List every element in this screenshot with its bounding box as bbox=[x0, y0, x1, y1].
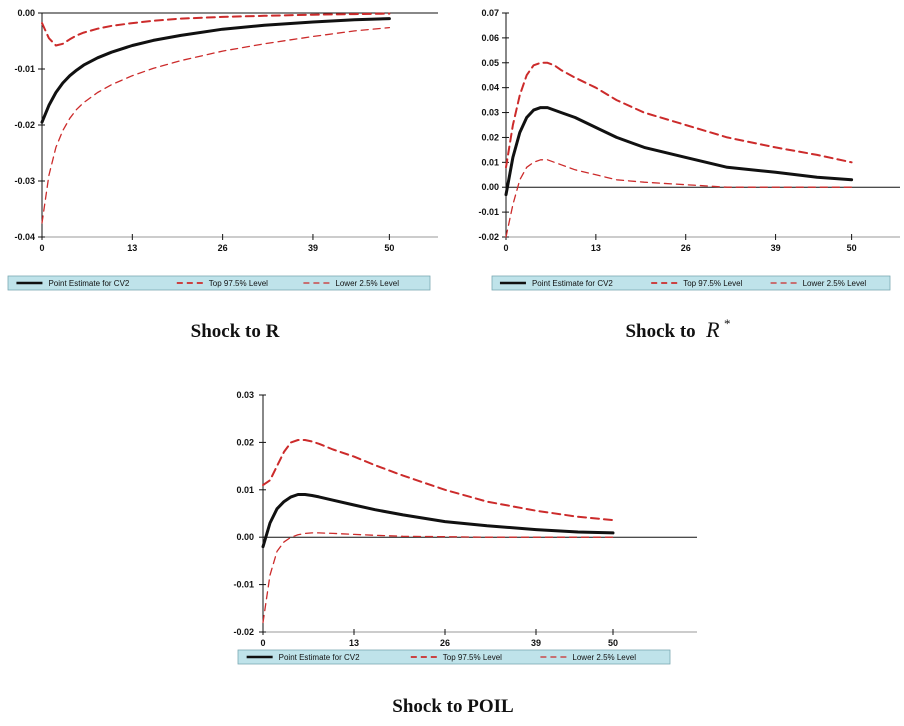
y-tick-label: 0.01 bbox=[236, 485, 254, 495]
series-line-point bbox=[261, 493, 615, 549]
chart-title: Shock to POIL bbox=[392, 696, 513, 717]
legend-label-point: Point Estimate for CV2 bbox=[532, 279, 613, 288]
y-tick-label: -0.01 bbox=[478, 207, 499, 217]
chart-title-symbol: R bbox=[705, 317, 720, 342]
x-tick-label: 50 bbox=[384, 243, 394, 253]
x-tick-label: 0 bbox=[503, 243, 508, 253]
legend-label-top: Top 97.5% Level bbox=[443, 653, 502, 662]
chart-legend: Point Estimate for CV2 Top 97.5% Level L… bbox=[491, 275, 891, 291]
series-line-point bbox=[40, 17, 391, 124]
series-line-top bbox=[41, 12, 391, 47]
y-tick-label: 0.03 bbox=[236, 390, 254, 400]
legend-label-lower: Lower 2.5% Level bbox=[572, 653, 636, 662]
series-line-lower bbox=[505, 159, 853, 238]
legend-box bbox=[237, 649, 671, 665]
x-tick-label: 13 bbox=[349, 638, 359, 648]
chart-title-superscript: * bbox=[724, 316, 731, 331]
y-tick-label: -0.02 bbox=[233, 627, 254, 637]
y-tick-label: 0.02 bbox=[481, 132, 499, 142]
x-tick-label: 39 bbox=[308, 243, 318, 253]
chart-panel-shock-poil: -0.02 -0.01 0.00 0.01 0.02 0.03 0 13 26 39 50 Poin… bbox=[233, 390, 697, 717]
chart-title: Shock to R bbox=[191, 321, 280, 342]
legend-label-lower: Lower 2.5% Level bbox=[803, 279, 867, 288]
legend-label-point: Point Estimate for CV2 bbox=[48, 279, 129, 288]
series-line-point bbox=[504, 106, 854, 197]
x-tick-label: 13 bbox=[591, 243, 601, 253]
y-tick-label: 0.07 bbox=[481, 8, 499, 18]
legend-label-top: Top 97.5% Level bbox=[683, 279, 742, 288]
series-line-lower bbox=[41, 26, 391, 224]
x-tick-label: 13 bbox=[127, 243, 137, 253]
x-tick-label: 26 bbox=[218, 243, 228, 253]
chart-marks: -0.02 -0.01 0.00 0.01 0.02 0.03 0 13 26 39 50 bbox=[233, 390, 697, 648]
y-tick-label: -0.02 bbox=[14, 120, 35, 130]
x-tick-label: 39 bbox=[771, 243, 781, 253]
legend-label-top: Top 97.5% Level bbox=[209, 279, 268, 288]
y-tick-label: -0.02 bbox=[478, 232, 499, 242]
y-tick-label: -0.03 bbox=[14, 176, 35, 186]
series-line-top bbox=[505, 61, 853, 169]
series-line-lower bbox=[262, 532, 614, 624]
y-tick-label: -0.01 bbox=[14, 64, 35, 74]
chart-legend: Point Estimate for CV2 Top 97.5% Level L… bbox=[7, 275, 431, 291]
chart-marks: -0.02 -0.01 0.00 0.01 0.02 0.03 0.04 0.05 0.06 0.… bbox=[478, 8, 900, 253]
chart-panel-shock-r-star: -0.02 -0.01 0.00 0.01 0.02 0.03 0.04 0.05 0.06 0.… bbox=[478, 8, 900, 342]
chart-title: Shock to R * bbox=[625, 316, 730, 342]
y-tick-label: 0.00 bbox=[17, 8, 35, 18]
x-tick-label: 0 bbox=[260, 638, 265, 648]
legend-label-point: Point Estimate for CV2 bbox=[279, 653, 360, 662]
y-tick-label: -0.01 bbox=[233, 580, 254, 590]
y-tick-label: 0.02 bbox=[236, 437, 254, 447]
x-tick-label: 39 bbox=[531, 638, 541, 648]
y-tick-label: 0.04 bbox=[481, 83, 499, 93]
chart-panel-shock-r: -0.04 -0.03 -0.02 -0.01 0.00 0 13 26 39 50 Point … bbox=[7, 8, 438, 342]
legend-label-lower: Lower 2.5% Level bbox=[335, 279, 399, 288]
y-tick-label: -0.04 bbox=[14, 232, 35, 242]
legend-box bbox=[7, 275, 431, 291]
x-tick-label: 0 bbox=[39, 243, 44, 253]
series-line-top bbox=[262, 439, 614, 522]
y-tick-label: 0.00 bbox=[236, 532, 254, 542]
y-tick-label: 0.03 bbox=[481, 108, 499, 118]
y-tick-label: 0.05 bbox=[481, 58, 499, 68]
chart-legend: Point Estimate for CV2 Top 97.5% Level L… bbox=[237, 649, 671, 665]
x-tick-label: 50 bbox=[847, 243, 857, 253]
y-tick-label: 0.06 bbox=[481, 33, 499, 43]
legend-box bbox=[491, 275, 891, 291]
x-tick-label: 26 bbox=[440, 638, 450, 648]
x-tick-label: 50 bbox=[608, 638, 618, 648]
y-tick-label: 0.01 bbox=[481, 157, 499, 167]
chart-marks: -0.04 -0.03 -0.02 -0.01 0.00 0 13 26 39 50 bbox=[14, 8, 438, 253]
chart-title-text: Shock to bbox=[625, 321, 695, 342]
x-tick-label: 26 bbox=[681, 243, 691, 253]
y-tick-label: 0.00 bbox=[481, 182, 499, 192]
